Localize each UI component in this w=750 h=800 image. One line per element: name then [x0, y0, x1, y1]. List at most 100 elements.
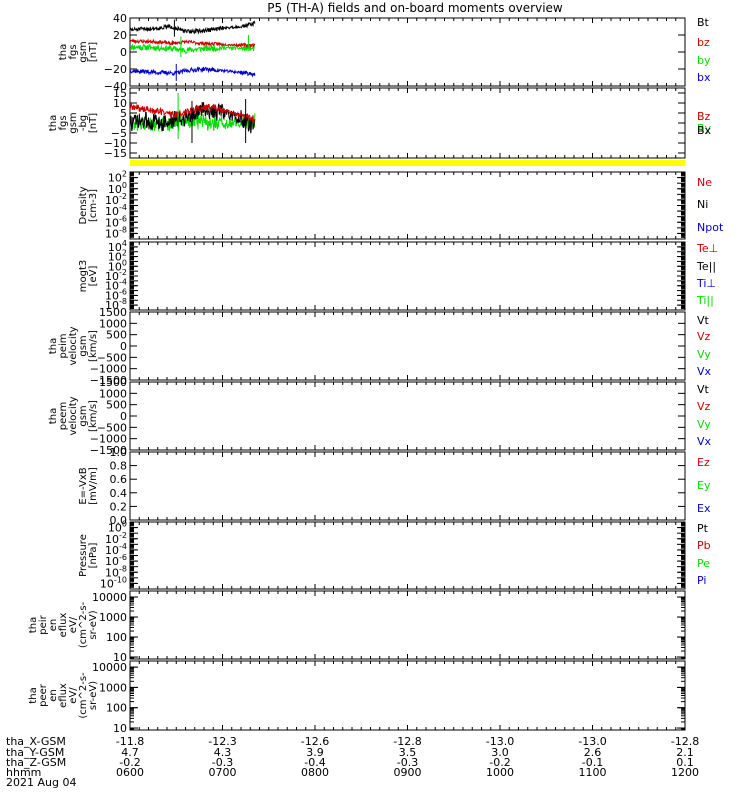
y-tick-label: 102: [108, 170, 127, 185]
footer-value: 3.0: [491, 746, 509, 759]
y-axis-label: thapeimvelocitygsm[km/s]: [48, 326, 99, 365]
y-tick-label: 100: [108, 181, 127, 196]
legend-label: By: [697, 122, 712, 135]
y-tick-label: −1500: [90, 374, 127, 387]
legend-label: Npot: [697, 221, 724, 234]
footer-value: 0800: [301, 766, 329, 779]
y-tick-label: 10: [113, 722, 127, 735]
footer-value: 2.6: [584, 746, 602, 759]
footer-value: -12.8: [671, 735, 699, 748]
footer-value: 3.5: [399, 746, 417, 759]
footer-value: -12.3: [208, 735, 236, 748]
y-tick-label: 1000: [99, 611, 127, 624]
y-tick-label: 0.8: [110, 460, 128, 473]
y-tick-label: 0: [120, 46, 127, 59]
figure-title: P5 (TH-A) fields and on-board moments ov…: [267, 1, 563, 15]
y-tick-label: 10-6: [105, 553, 127, 568]
series-group: [130, 19, 256, 81]
legend-label: Te||: [696, 260, 716, 273]
legend-label: Vz: [697, 330, 711, 343]
y-tick-label: 10-2: [105, 192, 127, 207]
y-axis-label: thapeemvelocitygsm[km/s]: [48, 396, 99, 435]
series-line-green: [130, 42, 256, 54]
legend-label: Pb: [697, 539, 711, 552]
y-tick-label: 100: [108, 520, 127, 535]
legend-label: Ti||: [696, 294, 714, 307]
panel-9: 10000 1000 100 10 thapeirenefluxeV/(cm^2-s-s…: [28, 590, 686, 664]
y-tick-label: −500: [97, 421, 127, 434]
y-tick-label: 0.6: [110, 473, 128, 486]
y-tick-label: 1500: [99, 376, 127, 389]
legend-label: Vy: [697, 418, 711, 431]
y-tick-label: −15: [104, 147, 127, 160]
series-line-blue: [130, 66, 256, 78]
legend-label: bz: [697, 36, 710, 49]
footer-row-label: hhmm: [6, 766, 41, 779]
y-tick-label: 0: [120, 340, 127, 353]
panels: 40200−20−40thafgsgsm[nT]Btbzbybx151050−5…: [28, 12, 724, 735]
y-axis-label: thapeerenefluxeV/(cm^2-s-sr-eV): [28, 672, 99, 719]
legend-label: Ey: [697, 479, 711, 492]
legend-label: Ti⊥: [696, 277, 716, 290]
y-tick-label: 0.4: [110, 487, 128, 500]
footer-value: 2.1: [676, 746, 694, 759]
footer-row-label: tha_Z-GSM: [6, 756, 66, 769]
panel-frame: [129, 171, 686, 240]
y-tick-label: 0: [120, 117, 127, 130]
footer-value: 1200: [671, 766, 699, 779]
y-tick-label: −1000: [90, 363, 127, 376]
status-bar: [130, 160, 685, 166]
legend-label: by: [697, 54, 711, 67]
y-tick-label: 10-4: [105, 542, 127, 557]
y-tick-label: −500: [97, 351, 127, 364]
panel-frame: [129, 381, 686, 451]
panel-6: 150010005000−500−1000−1500thapeemvelocit…: [48, 376, 712, 457]
panel-5: 150010005000−500−1000−1500thapeimvelocit…: [48, 306, 712, 387]
y-tick-label: −1500: [90, 444, 127, 457]
footer-value: 0700: [209, 766, 237, 779]
footer-value: -13.0: [578, 735, 606, 748]
y-axis-label: thapeirenefluxeV/(cm^2-s-sr-eV): [28, 601, 99, 648]
footer-value: 0600: [116, 766, 144, 779]
panel-frame: [129, 311, 686, 381]
y-tick-label: −5: [111, 127, 127, 140]
y-tick-label: 5: [120, 107, 127, 120]
legend-label: Ne: [697, 176, 712, 189]
legend-label: Vt: [697, 383, 710, 396]
y-tick-label: 10000: [92, 591, 127, 604]
y-tick-label: 1000: [99, 387, 127, 400]
footer-value: -12.6: [301, 735, 329, 748]
y-tick-label: 10-8: [105, 564, 127, 579]
legend-label: Vt: [697, 314, 710, 327]
legend-label: Ez: [697, 456, 710, 469]
footer-value: -12.8: [393, 735, 421, 748]
y-tick-label: 10-2: [105, 268, 127, 283]
y-tick-label: −10: [104, 137, 127, 150]
series-line-black: [130, 20, 256, 35]
y-tick-label: 20: [113, 29, 127, 42]
y-tick-label: 100: [108, 258, 127, 273]
legend-label: Vx: [697, 435, 712, 448]
y-tick-label: 15: [113, 87, 127, 100]
y-tick-label: 1.0: [110, 446, 128, 459]
y-tick-label: 10000: [92, 661, 127, 674]
y-tick-label: 1000: [99, 681, 127, 694]
y-axis-label: thafgsgsm-bg[nT]: [48, 112, 99, 133]
footer-value: 4.7: [121, 746, 139, 759]
legend-label: Pi: [697, 574, 706, 587]
footer-value: -0.4: [304, 756, 325, 769]
footer-value: -0.2: [119, 756, 140, 769]
y-tick-label: −1000: [90, 433, 127, 446]
y-tick-label: 100: [106, 702, 127, 715]
y-tick-label: 10-8: [105, 225, 127, 240]
legend-label: Vx: [697, 365, 712, 378]
y-tick-label: 10-4: [105, 278, 127, 293]
legend-label: Pe: [697, 557, 710, 570]
footer-value: -13.0: [486, 735, 514, 748]
legend-label: Te⊥: [696, 242, 718, 255]
y-tick-label: 10-6: [105, 287, 127, 302]
footer-value: -0.1: [582, 756, 603, 769]
